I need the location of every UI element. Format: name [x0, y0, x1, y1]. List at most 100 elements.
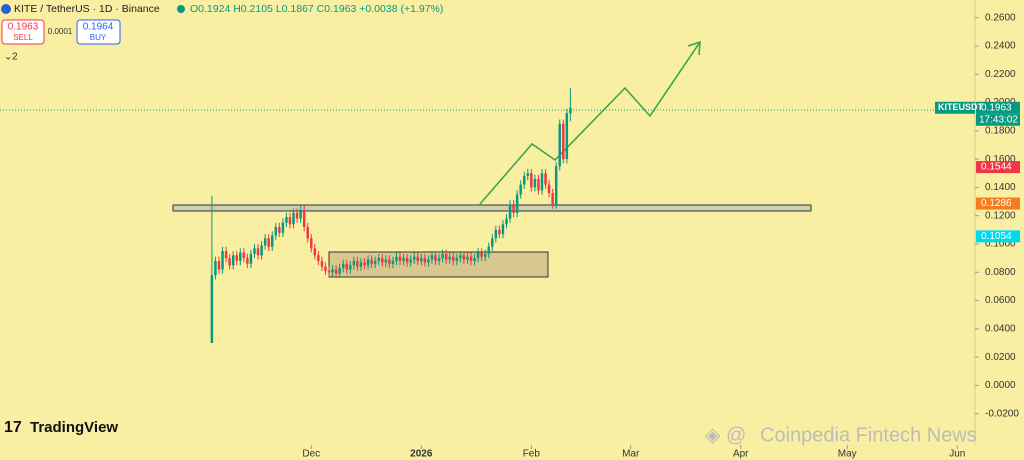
candle-body — [480, 252, 483, 257]
candle-body — [483, 253, 487, 257]
candle-body — [256, 248, 260, 256]
buy-button[interactable] — [76, 19, 121, 45]
candle-body — [469, 256, 473, 261]
price-label-box — [976, 197, 1020, 210]
x-tick-label: May — [838, 449, 857, 460]
symbol-label: KITEUSDT — [938, 102, 984, 112]
spread: 0.0001 — [48, 27, 73, 36]
candle-body — [210, 275, 214, 344]
candle-body — [562, 123, 565, 160]
candle-body — [519, 184, 522, 195]
price-label: 0.1286 — [981, 198, 1012, 209]
candle-body — [391, 260, 395, 264]
candle-body — [434, 255, 437, 261]
candle-body — [494, 229, 498, 239]
candle-body — [501, 224, 505, 235]
candle-body — [466, 256, 469, 260]
symbol-icon — [1, 4, 11, 14]
candle-body — [363, 262, 366, 266]
candle-body — [487, 246, 490, 254]
candle-body — [430, 255, 434, 260]
candle-body — [416, 256, 419, 261]
candle-body — [565, 113, 569, 160]
candle-body — [381, 258, 384, 263]
candle-body — [349, 265, 352, 270]
candle-body — [285, 217, 288, 223]
watermark-icon: ◈ @ — [705, 424, 746, 446]
symbol-label-box — [935, 101, 975, 114]
candle-body — [239, 252, 242, 261]
buy-label: BUY — [90, 33, 107, 42]
candle-body — [384, 259, 388, 263]
candle-body — [473, 258, 476, 261]
x-tick-label: Dec — [302, 449, 320, 460]
candle-body — [338, 268, 341, 274]
symbol: KITE / TetherUS · 1D · Binance — [14, 3, 160, 15]
candle-body — [427, 259, 430, 263]
candle-body — [423, 258, 427, 263]
candle-body — [540, 173, 544, 191]
candle-body — [505, 218, 508, 225]
candle-body — [260, 245, 263, 256]
candle-body — [462, 255, 466, 260]
candle-body — [405, 258, 409, 263]
candle-body — [373, 260, 377, 264]
price-label: 0.1544 — [981, 162, 1012, 173]
candle-body — [274, 227, 278, 236]
candle-body — [359, 262, 363, 267]
candle-body — [533, 178, 537, 188]
candle-body — [370, 259, 373, 264]
candle-body — [231, 255, 235, 266]
candle-body — [352, 260, 356, 266]
collapse-icon[interactable]: ⌄ — [4, 52, 12, 63]
candle-body — [221, 251, 224, 270]
candle-body — [402, 258, 405, 261]
countdown-box — [976, 113, 1020, 126]
candle-body — [331, 269, 334, 273]
candle-body — [366, 259, 370, 266]
candle-body — [295, 212, 299, 219]
candle-body — [522, 176, 526, 185]
tv-logo: TradingView — [30, 419, 118, 436]
candle-body — [508, 204, 512, 219]
y-tick-label: -0.0200 — [985, 408, 1019, 419]
candle-body — [217, 260, 221, 270]
resistance-zone — [172, 204, 812, 212]
candle-body — [317, 255, 320, 261]
countdown: 17:43:02 — [979, 114, 1018, 125]
candle-body — [476, 252, 480, 259]
price-label-box — [976, 230, 1020, 243]
candle-body — [377, 258, 380, 261]
sell-price: 0.1963 — [8, 22, 39, 33]
y-tick-label: 0.0000 — [985, 380, 1016, 391]
price-label: 0.1963 — [981, 102, 1012, 113]
candle-body — [448, 256, 451, 260]
candle-body — [388, 259, 391, 264]
sell-label: SELL — [13, 33, 33, 42]
candle-body — [320, 260, 324, 267]
sell-button[interactable] — [1, 19, 45, 45]
candle-body — [452, 256, 455, 261]
y-tick-label: 0.1000 — [985, 239, 1016, 250]
candle-body — [551, 193, 554, 205]
x-tick-label: Jun — [949, 449, 965, 460]
candle-body — [242, 252, 246, 259]
candle-body — [547, 184, 551, 194]
candle-body — [345, 263, 349, 270]
candle-body — [530, 173, 533, 188]
y-tick-label: 0.2400 — [985, 41, 1016, 52]
candle-body — [249, 253, 253, 264]
candle-body — [537, 178, 540, 191]
x-tick-label: Feb — [523, 449, 541, 460]
price-label-box — [976, 101, 1020, 114]
candle-body — [526, 173, 530, 177]
indicator-count[interactable]: 2 — [12, 52, 18, 63]
arrow-head — [687, 40, 701, 56]
candle-body — [459, 255, 462, 259]
candle-body — [512, 204, 515, 213]
candle-body — [292, 212, 295, 225]
candle-body — [327, 270, 331, 273]
